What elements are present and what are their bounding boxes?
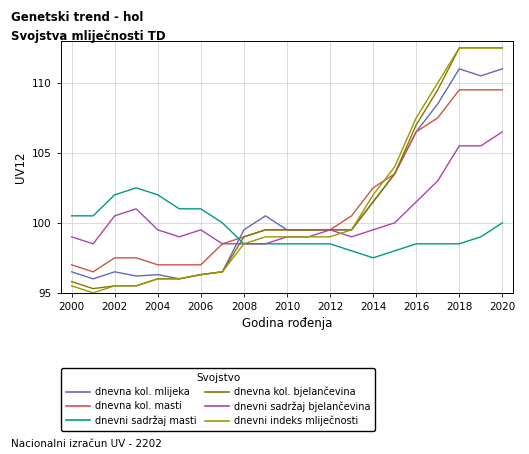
Text: Genetski trend - hol: Genetski trend - hol xyxy=(11,11,143,25)
X-axis label: Godina rođenja: Godina rođenja xyxy=(242,317,332,331)
Text: Nacionalni izračun UV - 2202: Nacionalni izračun UV - 2202 xyxy=(11,439,161,449)
Y-axis label: UV12: UV12 xyxy=(14,151,26,183)
Legend: dnevna kol. mlijeka, dnevna kol. masti, dnevni sadržaj masti, dnevna kol. bjelan: dnevna kol. mlijeka, dnevna kol. masti, … xyxy=(61,368,375,431)
Text: Svojstva mliječnosti TD: Svojstva mliječnosti TD xyxy=(11,30,165,43)
